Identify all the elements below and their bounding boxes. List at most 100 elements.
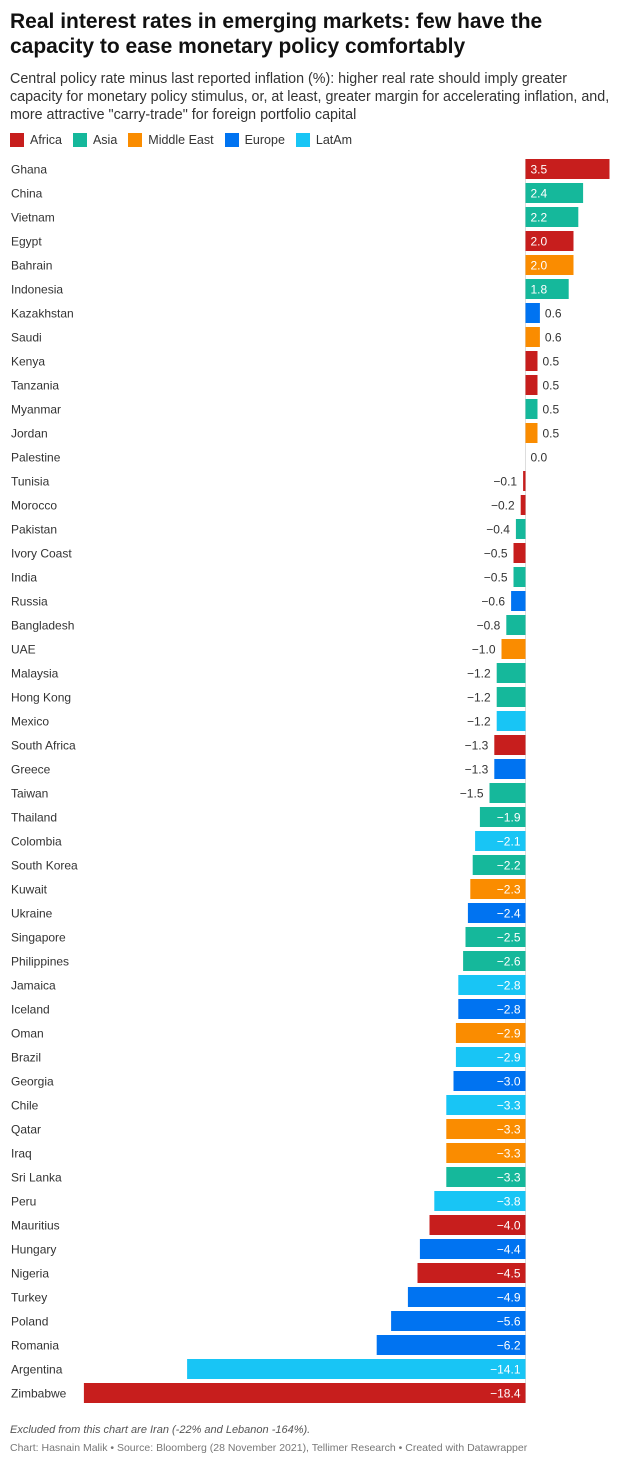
- bar: [513, 567, 526, 587]
- value-label: 0.5: [543, 427, 560, 441]
- category-label: Chile: [11, 1099, 39, 1113]
- value-label: −4.0: [497, 1219, 521, 1233]
- category-label: Russia: [11, 595, 48, 609]
- category-label: Mauritius: [11, 1219, 60, 1233]
- category-label: Nigeria: [11, 1267, 49, 1281]
- chart-credits: Chart: Hasnain Malik • Source: Bloomberg…: [10, 1442, 528, 1454]
- category-label: Mexico: [11, 715, 49, 729]
- value-label: −3.0: [497, 1075, 521, 1089]
- legend-item: Middle East: [128, 133, 214, 147]
- bar: [520, 495, 526, 515]
- value-label: −2.5: [497, 931, 521, 945]
- bar: [472, 855, 526, 875]
- value-label: −0.4: [486, 523, 510, 537]
- value-label: −6.2: [497, 1339, 521, 1353]
- bar: [525, 207, 579, 227]
- bar: [470, 879, 526, 899]
- bar: [494, 759, 526, 779]
- bar: [525, 303, 540, 323]
- bar: [458, 999, 526, 1019]
- legend-item: LatAm: [295, 133, 353, 147]
- category-label: Ivory Coast: [11, 547, 72, 561]
- bar: [446, 1095, 526, 1115]
- category-label: Palestine: [11, 451, 61, 465]
- bar: [525, 183, 584, 203]
- legend-label: LatAm: [315, 133, 353, 147]
- category-label: Romania: [11, 1339, 59, 1353]
- category-label: Bahrain: [11, 259, 52, 273]
- bar: [525, 159, 610, 179]
- bar: [83, 1383, 526, 1403]
- bar: [525, 231, 574, 251]
- value-label: −0.5: [484, 571, 508, 585]
- value-label: −3.3: [497, 1099, 521, 1113]
- value-label: 2.0: [531, 259, 548, 273]
- value-label: −2.8: [497, 979, 521, 993]
- bar: [515, 519, 526, 539]
- chart-title: Real interest rates in emerging markets:…: [10, 10, 543, 58]
- legend-swatch: [72, 133, 87, 147]
- bar: [525, 399, 538, 419]
- bar: [419, 1239, 526, 1259]
- value-label: −2.2: [497, 859, 521, 873]
- bar: [391, 1311, 526, 1331]
- value-label: −1.2: [467, 715, 491, 729]
- bar: [463, 951, 526, 971]
- bar: [525, 423, 538, 443]
- value-label: −3.3: [497, 1171, 521, 1185]
- value-label: 0.0: [531, 451, 548, 465]
- value-label: −4.5: [497, 1267, 521, 1281]
- category-label: Peru: [11, 1195, 36, 1209]
- category-label: Argentina: [11, 1363, 63, 1377]
- bar: [506, 615, 526, 635]
- value-label: −0.5: [484, 547, 508, 561]
- value-label: −4.4: [497, 1243, 521, 1257]
- legend-label: Africa: [30, 133, 62, 147]
- bar: [446, 1167, 526, 1187]
- category-label: UAE: [11, 643, 36, 657]
- value-label: −2.9: [497, 1051, 521, 1065]
- legend-item: Europe: [224, 133, 285, 147]
- value-label: −2.9: [497, 1027, 521, 1041]
- value-label: 0.6: [545, 307, 562, 321]
- bar: [453, 1071, 526, 1091]
- category-label: Iceland: [11, 1003, 50, 1017]
- value-label: 0.5: [543, 403, 560, 417]
- value-label: 1.8: [531, 283, 548, 297]
- bar: [489, 783, 526, 803]
- category-label: Ukraine: [11, 907, 53, 921]
- value-label: −2.3: [497, 883, 521, 897]
- category-label: Egypt: [11, 235, 42, 249]
- category-label: Bangladesh: [11, 619, 74, 633]
- legend-swatch: [10, 133, 24, 147]
- category-label: Indonesia: [11, 283, 63, 297]
- value-label: 0.6: [545, 331, 562, 345]
- bar: [417, 1263, 526, 1283]
- value-label: 2.2: [531, 211, 548, 225]
- category-label: Tunisia: [11, 475, 50, 489]
- bar: [525, 255, 574, 275]
- value-label: 2.0: [531, 235, 548, 249]
- value-label: −1.9: [497, 811, 521, 825]
- value-label: −2.8: [497, 1003, 521, 1017]
- category-label: India: [11, 571, 37, 585]
- category-label: Philippines: [11, 955, 69, 969]
- bar: [434, 1191, 526, 1211]
- bar: [525, 327, 540, 347]
- value-label: −18.4: [490, 1387, 521, 1401]
- legend-label: Middle East: [148, 133, 214, 147]
- value-label: −2.1: [497, 835, 521, 849]
- value-label: −4.9: [497, 1291, 521, 1305]
- category-label: Iraq: [11, 1147, 32, 1161]
- category-label: Turkey: [11, 1291, 47, 1305]
- value-label: −1.2: [467, 667, 491, 681]
- bar: [465, 927, 526, 947]
- value-label: −3.3: [497, 1123, 521, 1137]
- value-label: 0.5: [543, 355, 560, 369]
- category-label: Poland: [11, 1315, 48, 1329]
- category-label: Kazakhstan: [11, 307, 74, 321]
- legend-swatch: [295, 133, 310, 147]
- value-label: −5.6: [497, 1315, 521, 1329]
- bar: [446, 1119, 526, 1139]
- bar: [511, 591, 526, 611]
